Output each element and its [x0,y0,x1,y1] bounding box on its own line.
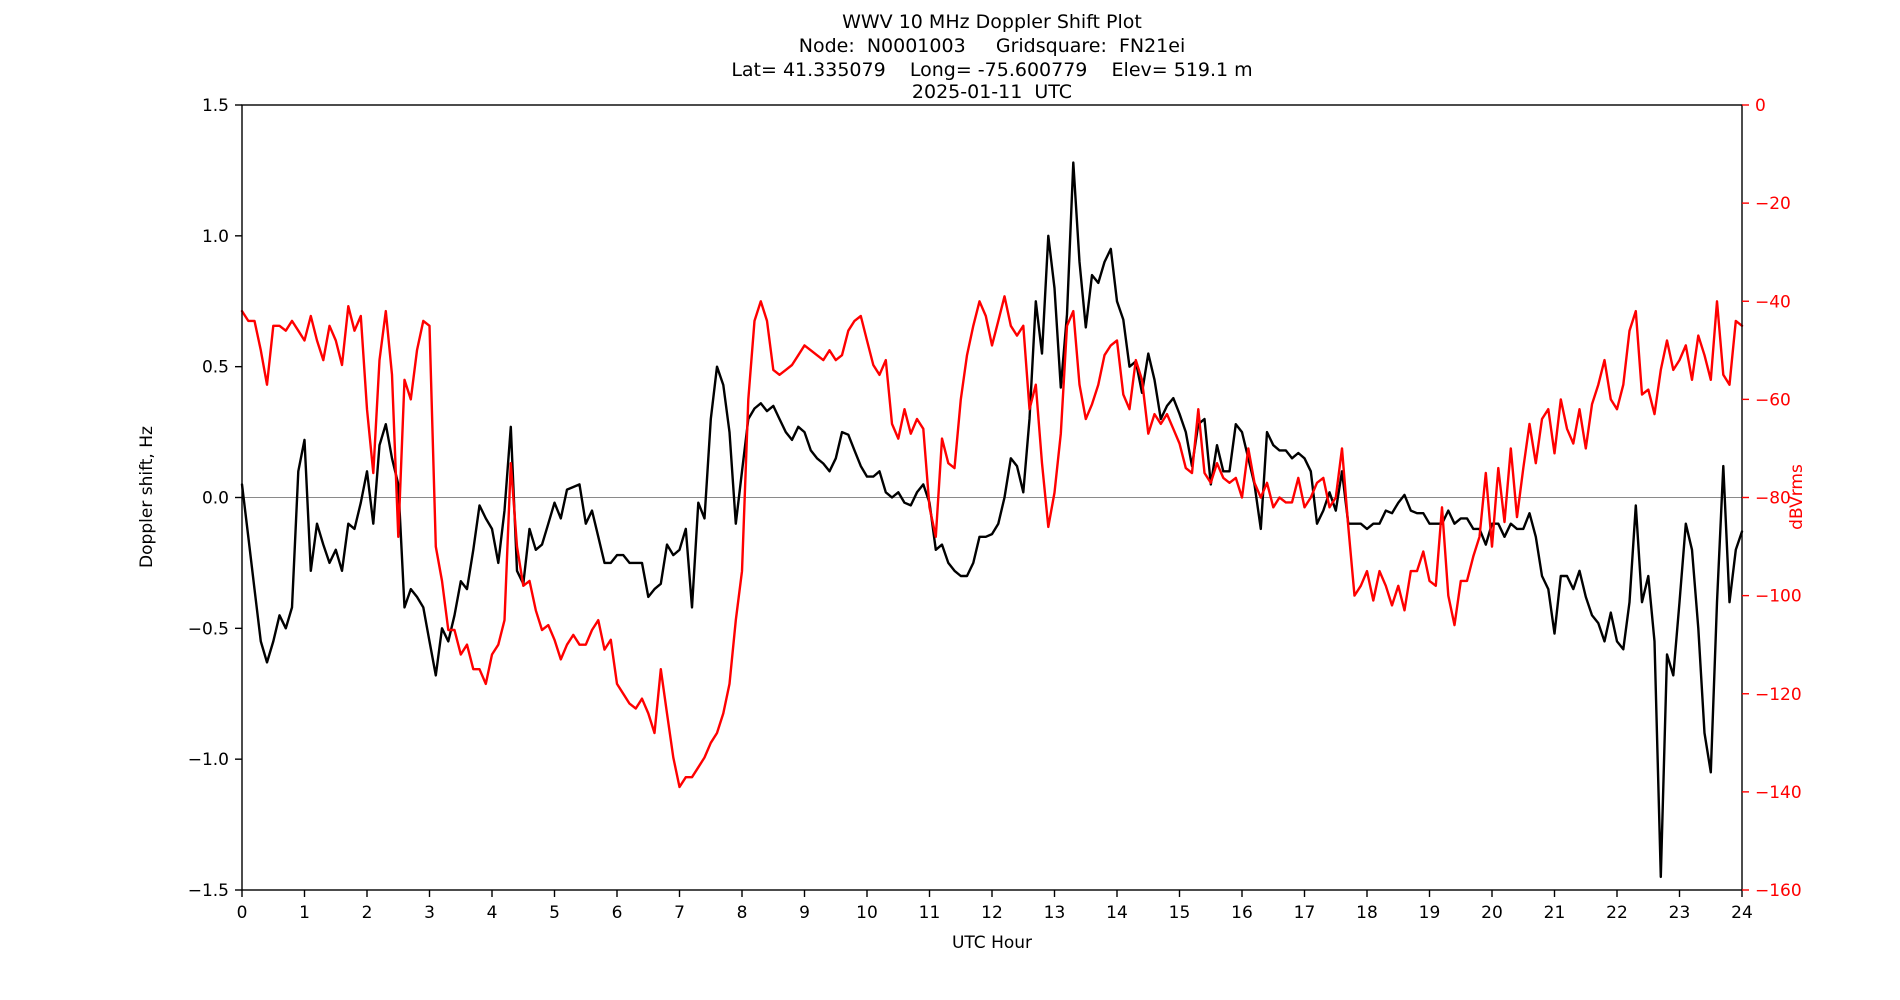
svg-text:8: 8 [737,903,748,923]
svg-text:22: 22 [1606,903,1628,923]
svg-text:16: 16 [1231,903,1253,923]
svg-text:18: 18 [1356,903,1378,923]
svg-text:−120: −120 [1755,685,1802,705]
y-axis-label-left: Doppler shift, Hz [137,426,157,568]
svg-text:1.0: 1.0 [202,227,229,247]
svg-text:3: 3 [424,903,435,923]
svg-text:−140: −140 [1755,783,1802,803]
svg-text:6: 6 [612,903,623,923]
svg-text:14: 14 [1106,903,1128,923]
svg-text:0: 0 [237,903,248,923]
svg-text:20: 20 [1481,903,1503,923]
svg-text:10: 10 [856,903,878,923]
y-axis-label-right: dBVrms [1787,464,1807,530]
svg-text:24: 24 [1731,903,1753,923]
svg-text:−60: −60 [1755,390,1791,410]
svg-text:5: 5 [549,903,560,923]
svg-text:9: 9 [799,903,810,923]
svg-text:2: 2 [362,903,373,923]
svg-text:12: 12 [981,903,1003,923]
svg-text:0: 0 [1755,96,1766,116]
svg-text:19: 19 [1419,903,1441,923]
svg-text:−1.5: −1.5 [188,881,229,901]
svg-text:7: 7 [674,903,685,923]
svg-text:−100: −100 [1755,587,1802,607]
chart-subtitle-node: Node: N0001003 Gridsquare: FN21ei [799,35,1185,57]
plot-area: 0 1 2 3 4 5 6 7 8 9 10 11 12 13 14 15 16 17 18 19 20 21 22 23 24… [188,96,1802,923]
svg-text:−20: −20 [1755,194,1791,214]
chart-subtitle-date: 2025-01-11 UTC [912,81,1072,103]
svg-text:21: 21 [1544,903,1566,923]
svg-text:0.5: 0.5 [202,358,229,378]
svg-text:−160: −160 [1755,881,1802,901]
svg-text:−80: −80 [1755,489,1791,509]
svg-text:4: 4 [487,903,498,923]
chart-subtitle-location: Lat= 41.335079 Long= -75.600779 Elev= 51… [731,59,1252,81]
svg-text:−0.5: −0.5 [188,619,229,639]
svg-text:23: 23 [1669,903,1691,923]
svg-text:13: 13 [1044,903,1066,923]
svg-text:0.0: 0.0 [202,489,229,509]
svg-text:−40: −40 [1755,292,1791,312]
svg-text:15: 15 [1169,903,1191,923]
chart-title: WWV 10 MHz Doppler Shift Plot [842,11,1142,33]
x-axis-label: UTC Hour [952,933,1032,953]
svg-text:11: 11 [919,903,941,923]
svg-text:17: 17 [1294,903,1316,923]
svg-text:1.5: 1.5 [202,96,229,116]
svg-text:−1.0: −1.0 [188,750,229,770]
svg-text:1: 1 [299,903,310,923]
